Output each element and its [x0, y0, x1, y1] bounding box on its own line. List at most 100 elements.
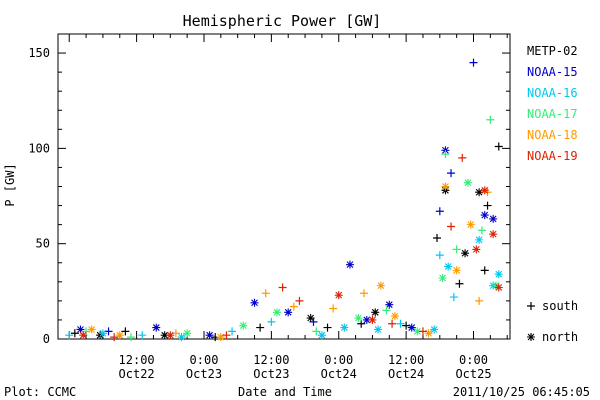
data-point-north	[494, 270, 503, 279]
data-points	[65, 58, 503, 342]
data-point-south	[382, 306, 391, 315]
data-point-south	[486, 115, 495, 124]
data-point-south	[477, 226, 486, 235]
data-point-north	[272, 308, 281, 317]
x-tick-label-time: 12:00	[119, 353, 155, 367]
x-tick-label-date: Oct24	[321, 367, 357, 381]
legend-entry-noaa-19: NOAA-19	[527, 149, 578, 163]
plot-credit: Plot: CCMC	[4, 385, 76, 399]
data-point-north	[152, 323, 161, 332]
data-point-north	[98, 329, 107, 338]
data-point-north	[438, 274, 447, 282]
data-point-north	[334, 291, 343, 300]
data-point-south	[447, 222, 456, 231]
data-point-north	[79, 331, 88, 340]
data-point-north	[444, 262, 453, 271]
x-tick-label-date: Oct23	[186, 367, 222, 381]
data-point-north	[452, 266, 461, 275]
chart-title: Hemispheric Power [GW]	[183, 12, 382, 30]
x-axis-label: Date and Time	[238, 385, 332, 399]
x-tick-label-date: Oct25	[455, 367, 491, 381]
legend-marker-label-north: north	[542, 330, 578, 344]
data-point-north	[205, 331, 214, 340]
data-point-south	[452, 245, 461, 254]
data-point-south	[171, 329, 180, 338]
data-point-north	[475, 188, 484, 197]
data-point-south	[480, 266, 489, 275]
data-point-north	[87, 325, 96, 334]
data-point-north	[183, 329, 192, 338]
data-point-north	[284, 308, 293, 317]
series-metp-02	[70, 142, 503, 342]
legend-entry-metp-02: METP-02	[527, 44, 578, 58]
legend: METP-02 NOAA-15 NOAA-16 NOAA-17 NOAA-18 NOAA-…	[527, 44, 578, 344]
data-point-south	[267, 317, 276, 326]
data-point-south	[278, 283, 287, 292]
data-point-north	[371, 308, 380, 317]
x-tick-label-time: 0:00	[324, 353, 353, 367]
x-tick-label-date: Oct24	[388, 367, 424, 381]
data-point-north	[489, 230, 498, 239]
legend-entry-noaa-18: NOAA-18	[527, 128, 578, 142]
y-tick-label: 150	[28, 46, 50, 60]
axes: 05010015012:00Oct220:00Oct2312:00Oct230:…	[28, 33, 511, 381]
data-point-north	[317, 331, 326, 340]
data-point-south	[483, 201, 492, 210]
data-point-south	[312, 327, 321, 336]
data-point-south	[388, 319, 397, 328]
data-point-north	[494, 283, 503, 292]
data-point-north	[407, 323, 416, 332]
data-point-north	[306, 314, 315, 323]
legend-entry-noaa-17: NOAA-17	[527, 107, 578, 121]
data-point-north	[374, 325, 383, 334]
data-point-north	[368, 315, 377, 324]
data-point-south	[295, 296, 304, 305]
data-point-north	[463, 178, 472, 187]
data-point-north	[177, 333, 186, 342]
data-point-south	[441, 150, 450, 159]
y-tick-label: 0	[43, 332, 50, 346]
data-point-north	[466, 220, 475, 229]
data-point-south	[329, 304, 338, 313]
data-point-north	[461, 249, 470, 258]
plot-timestamp: 2011/10/25 06:45:05	[453, 385, 590, 399]
data-point-south	[138, 331, 147, 340]
data-point-south	[323, 323, 332, 332]
data-point-north	[489, 214, 498, 223]
data-point-south	[110, 333, 119, 342]
series-noaa-19	[79, 153, 503, 342]
y-tick-label: 100	[28, 141, 50, 155]
series-noaa-17	[82, 115, 500, 342]
data-point-south	[261, 289, 270, 298]
data-point-south	[121, 327, 130, 336]
series-noaa-18	[87, 182, 492, 342]
x-tick-label-time: 12:00	[388, 353, 424, 367]
data-point-north	[480, 211, 489, 220]
data-point-north	[96, 331, 105, 340]
data-point-south	[289, 302, 298, 311]
data-point-south	[360, 289, 369, 298]
data-point-south	[494, 142, 503, 151]
legend-marker-south	[527, 302, 535, 310]
data-point-south	[418, 327, 427, 336]
data-point-north	[376, 281, 385, 290]
data-point-north	[166, 331, 175, 340]
data-point-north	[216, 333, 225, 342]
x-tick-label-date: Oct22	[119, 367, 155, 381]
data-point-south	[435, 251, 444, 260]
data-point-north	[430, 325, 439, 334]
data-point-north	[115, 331, 124, 340]
data-point-south	[435, 207, 444, 216]
data-point-south	[455, 279, 464, 288]
data-point-south	[396, 319, 405, 328]
data-point-south	[104, 327, 113, 336]
data-point-south	[126, 333, 135, 342]
data-point-north	[340, 323, 349, 332]
x-tick-label-date: Oct23	[253, 367, 289, 381]
y-axis-label: P [GW]	[3, 163, 17, 206]
data-point-north	[385, 300, 394, 309]
data-point-south	[475, 296, 484, 305]
data-point-south	[449, 293, 458, 302]
data-point-north	[390, 312, 399, 321]
data-point-north	[160, 331, 169, 340]
